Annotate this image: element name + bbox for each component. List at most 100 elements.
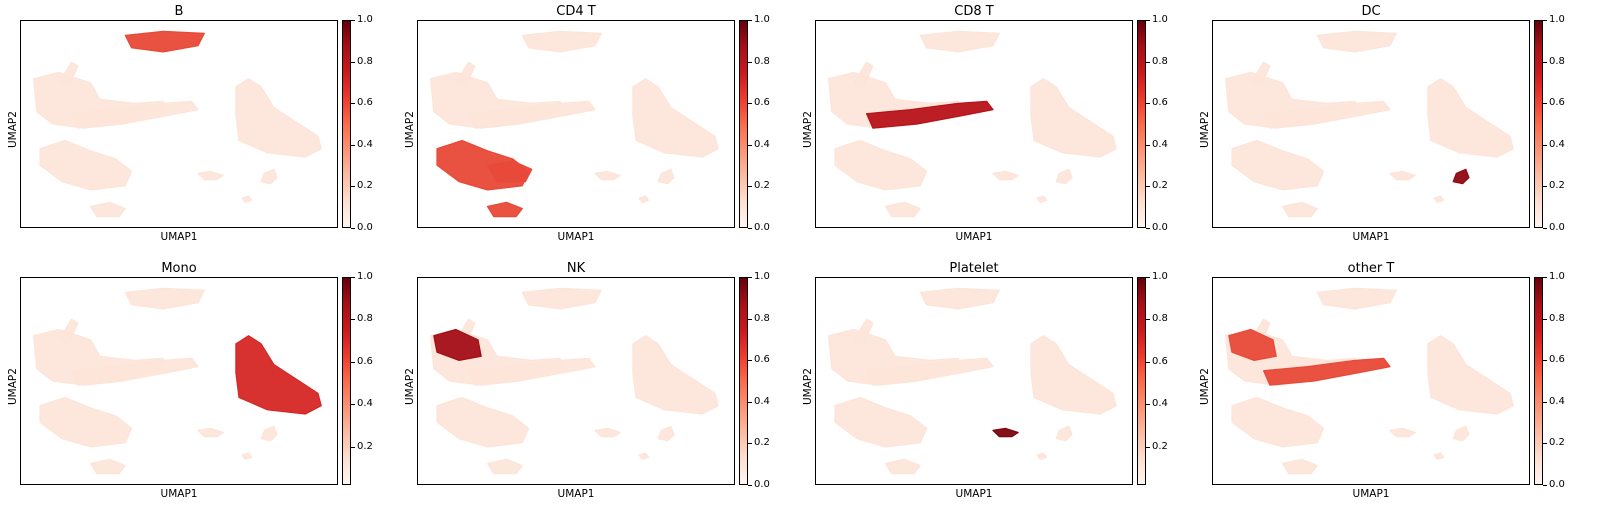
colorbar-tick-label: 0.2 [1549, 437, 1565, 449]
y-axis-label: UMAP2 [404, 368, 416, 405]
colorbar-tick-label: 1.0 [1549, 271, 1565, 282]
x-axis-label: UMAP1 [160, 488, 198, 500]
cluster-platelet [197, 170, 224, 181]
cluster-cd4-main [39, 139, 133, 191]
colorbar-tick-label: 1.0 [754, 271, 770, 282]
cluster-mono [632, 335, 719, 415]
colorbar-tick-mark [748, 61, 752, 63]
cluster-mono [632, 78, 719, 158]
colorbar-tick-mark [748, 103, 752, 105]
colorbar-tick-label: 0.6 [357, 355, 373, 367]
colorbar-tick-label: 1.0 [1152, 14, 1168, 25]
colorbar [1137, 20, 1146, 228]
x-axis-label: UMAP1 [557, 231, 595, 243]
colorbar-tick-label: 0.2 [754, 437, 770, 449]
cluster-nk-arm [70, 357, 199, 386]
cluster-mono [1427, 335, 1514, 415]
colorbar-tick-label: 0.6 [1549, 354, 1565, 366]
colorbar [342, 20, 351, 228]
cluster-platelet [197, 427, 224, 438]
colorbar-tick-mark [748, 485, 752, 486]
colorbar-tick-mark [1146, 144, 1150, 146]
cluster-dc-small [657, 425, 675, 442]
colorbar-tick-mark [351, 186, 355, 188]
colorbar-tick-mark [1543, 277, 1547, 278]
y-axis-label: UMAP2 [802, 368, 814, 405]
colorbar-tick-mark [1543, 318, 1547, 320]
colorbar-tick-label: 1.0 [754, 14, 770, 25]
colorbar-tick-label: 0.2 [1549, 180, 1565, 192]
cluster-nk-arm [467, 100, 596, 129]
colorbar-tick-label: 0.2 [754, 180, 770, 192]
colorbar-tick-label: 0.4 [1152, 138, 1168, 150]
colorbar-tick-label: 0.4 [357, 138, 373, 150]
colorbar [739, 20, 748, 228]
cluster-dc-small [1452, 168, 1470, 185]
colorbar [739, 277, 748, 485]
colorbar-tick-label: 0.6 [1549, 97, 1565, 109]
cluster-dc-tail [1036, 195, 1048, 203]
colorbar-tick-label: 0.6 [1152, 97, 1168, 109]
colorbar-tick-label: 0.8 [754, 55, 770, 67]
cluster-b-cells [124, 30, 205, 53]
colorbar-tick-label: 0.8 [1549, 55, 1565, 67]
colorbar-tick-mark [748, 144, 752, 146]
cluster-b-cells [919, 287, 1000, 310]
colorbar-tick-label: 0.6 [1152, 355, 1168, 367]
colorbar-tick-label: 0.4 [357, 398, 373, 410]
cluster-dc-small [1055, 425, 1073, 442]
cluster-upper-arm [58, 318, 79, 345]
colorbar-tick-mark [351, 277, 355, 278]
cluster-b-cells [521, 287, 602, 310]
cluster-mono [235, 335, 322, 415]
cluster-cd4-bottom [89, 458, 126, 475]
cluster-dc-tail [241, 452, 253, 460]
cluster-dc-tail [241, 195, 253, 203]
colorbar-tick-mark [748, 186, 752, 188]
cluster-cd4-bottom [89, 201, 126, 218]
cluster-cd4-main [1231, 139, 1325, 191]
cluster-cd4-main [39, 396, 133, 448]
colorbar-tick-mark [351, 404, 355, 406]
cluster-platelet [594, 427, 621, 438]
colorbar-tick-label: 1.0 [1549, 14, 1565, 25]
umap-scatter-plot [20, 20, 338, 228]
umap-scatter-plot [417, 277, 735, 485]
panel-title: other T [1347, 261, 1395, 276]
colorbar-tick-mark [1543, 186, 1547, 188]
colorbar-tick-label: 0.2 [1152, 440, 1168, 452]
colorbar-tick-label: 1.0 [357, 271, 373, 282]
cluster-dc-small [260, 425, 278, 442]
x-axis-label: UMAP1 [955, 231, 993, 243]
cluster-upper-arm [1250, 61, 1271, 88]
cluster-b-cells [124, 287, 205, 310]
y-axis-label: UMAP2 [802, 111, 814, 148]
cluster-dc-tail [638, 195, 650, 203]
colorbar-tick-mark [1543, 443, 1547, 445]
cluster-b-cells [1316, 30, 1397, 53]
colorbar-tick-mark [748, 318, 752, 320]
colorbar [1137, 277, 1146, 485]
cluster-nk-arm [865, 357, 994, 386]
colorbar-tick-mark [748, 401, 752, 403]
colorbar-tick-label: 0.8 [1549, 312, 1565, 324]
cluster-cd4-bottom [486, 458, 523, 475]
colorbar-tick-mark [1543, 103, 1547, 105]
cluster-mono [1030, 78, 1117, 158]
colorbar-tick-mark [1543, 401, 1547, 403]
colorbar-tick-mark [1146, 61, 1150, 63]
x-axis-label: UMAP1 [160, 231, 198, 243]
x-axis-label: UMAP1 [955, 488, 993, 500]
colorbar [342, 277, 351, 485]
colorbar-tick-mark [748, 20, 752, 21]
cluster-nk-blob [1228, 328, 1277, 362]
cluster-dc-small [657, 168, 675, 185]
x-axis-label: UMAP1 [557, 488, 595, 500]
colorbar-tick-mark [1543, 20, 1547, 21]
panel-title: Mono [161, 261, 197, 276]
colorbar-tick-mark [1146, 446, 1150, 448]
colorbar-tick-label: 0.2 [1152, 180, 1168, 192]
cluster-nk-arm [70, 100, 199, 129]
cluster-nk-arm [865, 100, 994, 129]
colorbar-tick-mark [351, 446, 355, 448]
